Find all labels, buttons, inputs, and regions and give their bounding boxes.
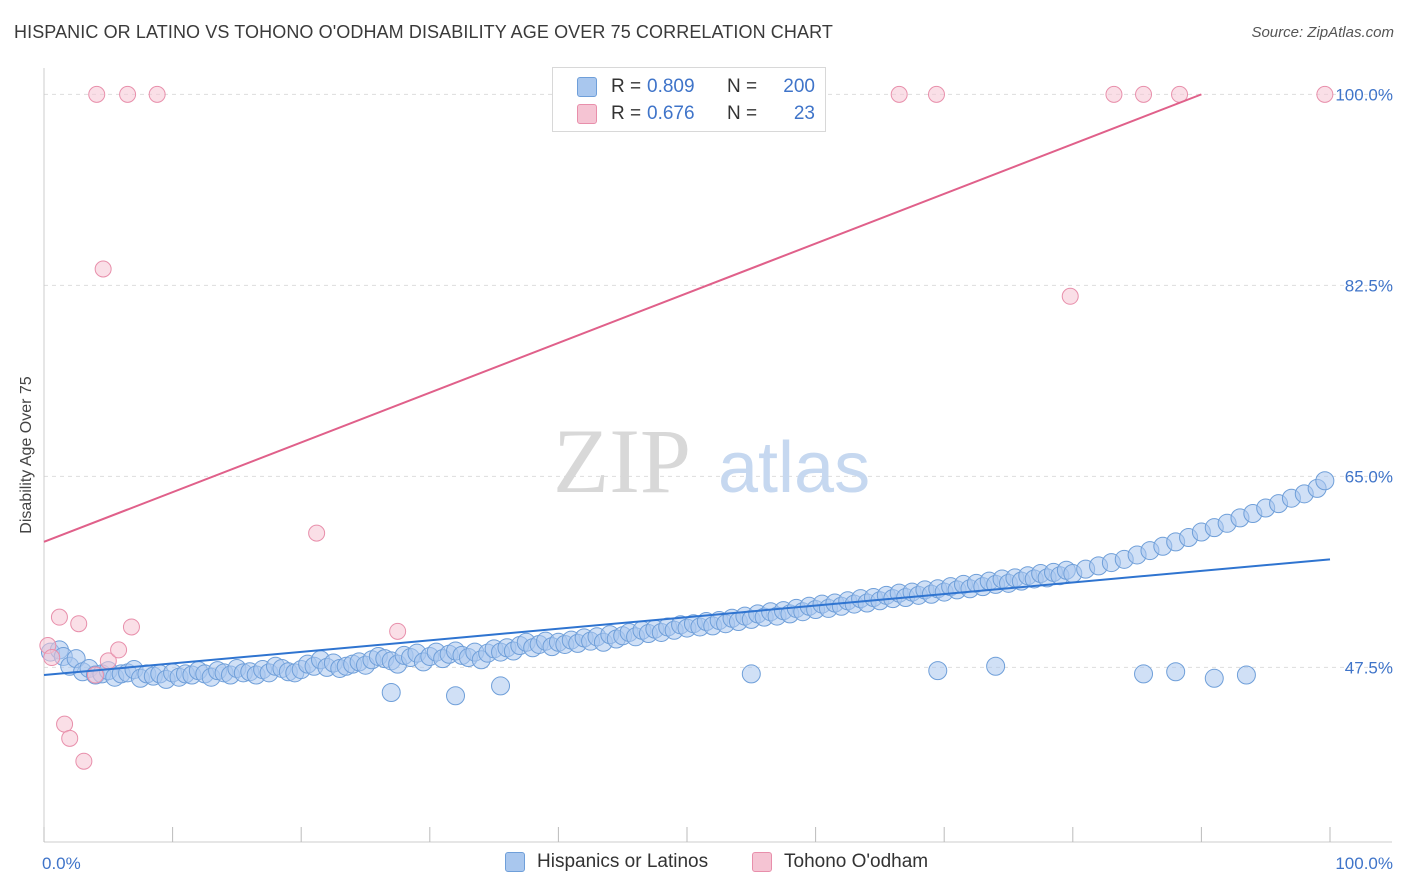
hispanics-point: [928, 661, 948, 681]
hispanics-point: [1236, 665, 1256, 685]
tohono-trendline: [43, 93, 1202, 543]
r-value: 0.676: [647, 103, 695, 124]
stats-row-hispanics: R = 0.809 N = 200: [577, 74, 815, 100]
legend-swatch-blue: [577, 77, 597, 97]
x-tick-label: 0.0%: [42, 854, 81, 873]
r-label: R =: [611, 76, 642, 97]
r-label: R =: [611, 103, 642, 124]
n-label: N =: [727, 76, 758, 97]
hispanics-trendline: [43, 558, 1331, 677]
series-legend: Hispanics or Latinos Tohono O'odham: [0, 851, 1406, 879]
hispanics-point: [1204, 668, 1224, 688]
legend-swatch-pink: [577, 104, 597, 124]
tohono-point: [1316, 85, 1334, 103]
legend-item-hispanics[interactable]: Hispanics or Latinos: [505, 851, 708, 873]
tohono-point: [61, 729, 79, 747]
hispanics-point: [1134, 664, 1154, 684]
hispanics-point: [446, 686, 466, 706]
watermark: ZIP atlas: [553, 410, 870, 512]
tohono-point: [94, 260, 112, 278]
legend-label: Hispanics or Latinos: [537, 851, 709, 872]
legend-label: Tohono O'odham: [784, 851, 929, 872]
grid-lines: [44, 93, 1392, 668]
tohono-point: [389, 622, 407, 640]
watermark-atlas: atlas: [718, 428, 870, 508]
tohono-point: [148, 85, 166, 103]
tohono-point: [70, 615, 88, 633]
y-tick-label: 82.5%: [1345, 276, 1393, 295]
stats-legend: R = 0.809 N = 200 R = 0.676 N = 23: [552, 67, 826, 132]
hispanics-point: [986, 656, 1006, 676]
n-value: 200: [783, 76, 815, 97]
tohono-point: [1105, 85, 1123, 103]
tohono-point: [122, 618, 140, 636]
series-hispanics-points: [40, 471, 1335, 706]
source-label: Source: ZipAtlas.com: [1251, 24, 1394, 41]
tohono-point: [1061, 287, 1079, 305]
hispanics-point: [1315, 471, 1335, 491]
x-tick-label: 100.0%: [1335, 854, 1393, 873]
legend-item-tohono[interactable]: Tohono O'odham: [752, 851, 928, 873]
watermark-zip: ZIP: [553, 410, 691, 512]
y-tick-label: 47.5%: [1345, 658, 1393, 677]
legend-swatch-blue: [505, 852, 525, 872]
n-value: 23: [793, 103, 815, 124]
hispanics-point: [1166, 662, 1186, 682]
tohono-point: [890, 85, 908, 103]
series-tohono-points: [39, 85, 1334, 770]
chart-title: HISPANIC OR LATINO VS TOHONO O'ODHAM DIS…: [14, 22, 833, 42]
tohono-point: [50, 608, 68, 626]
tohono-point: [308, 524, 326, 542]
axes: [43, 68, 1392, 843]
tick-labels: 47.5% 65.0% 82.5% 100.0% 0.0% 100.0%: [42, 85, 1393, 873]
hispanics-point: [381, 682, 401, 702]
tohono-point: [1135, 85, 1153, 103]
y-tick-label: 65.0%: [1345, 467, 1393, 486]
legend-swatch-pink: [752, 852, 772, 872]
stats-row-tohono: R = 0.676 N = 23: [577, 101, 815, 127]
tohono-point: [56, 715, 74, 733]
tohono-point: [75, 752, 93, 770]
tohono-point: [119, 85, 137, 103]
tohono-point: [110, 641, 128, 659]
trendlines: [43, 93, 1331, 677]
r-value: 0.809: [647, 76, 695, 97]
tohono-point: [927, 85, 945, 103]
hispanics-point: [491, 676, 511, 696]
tohono-point: [43, 649, 61, 667]
tohono-point: [88, 85, 106, 103]
y-tick-label: 100.0%: [1335, 85, 1393, 104]
n-label: N =: [727, 103, 758, 124]
hispanics-point: [741, 664, 761, 684]
